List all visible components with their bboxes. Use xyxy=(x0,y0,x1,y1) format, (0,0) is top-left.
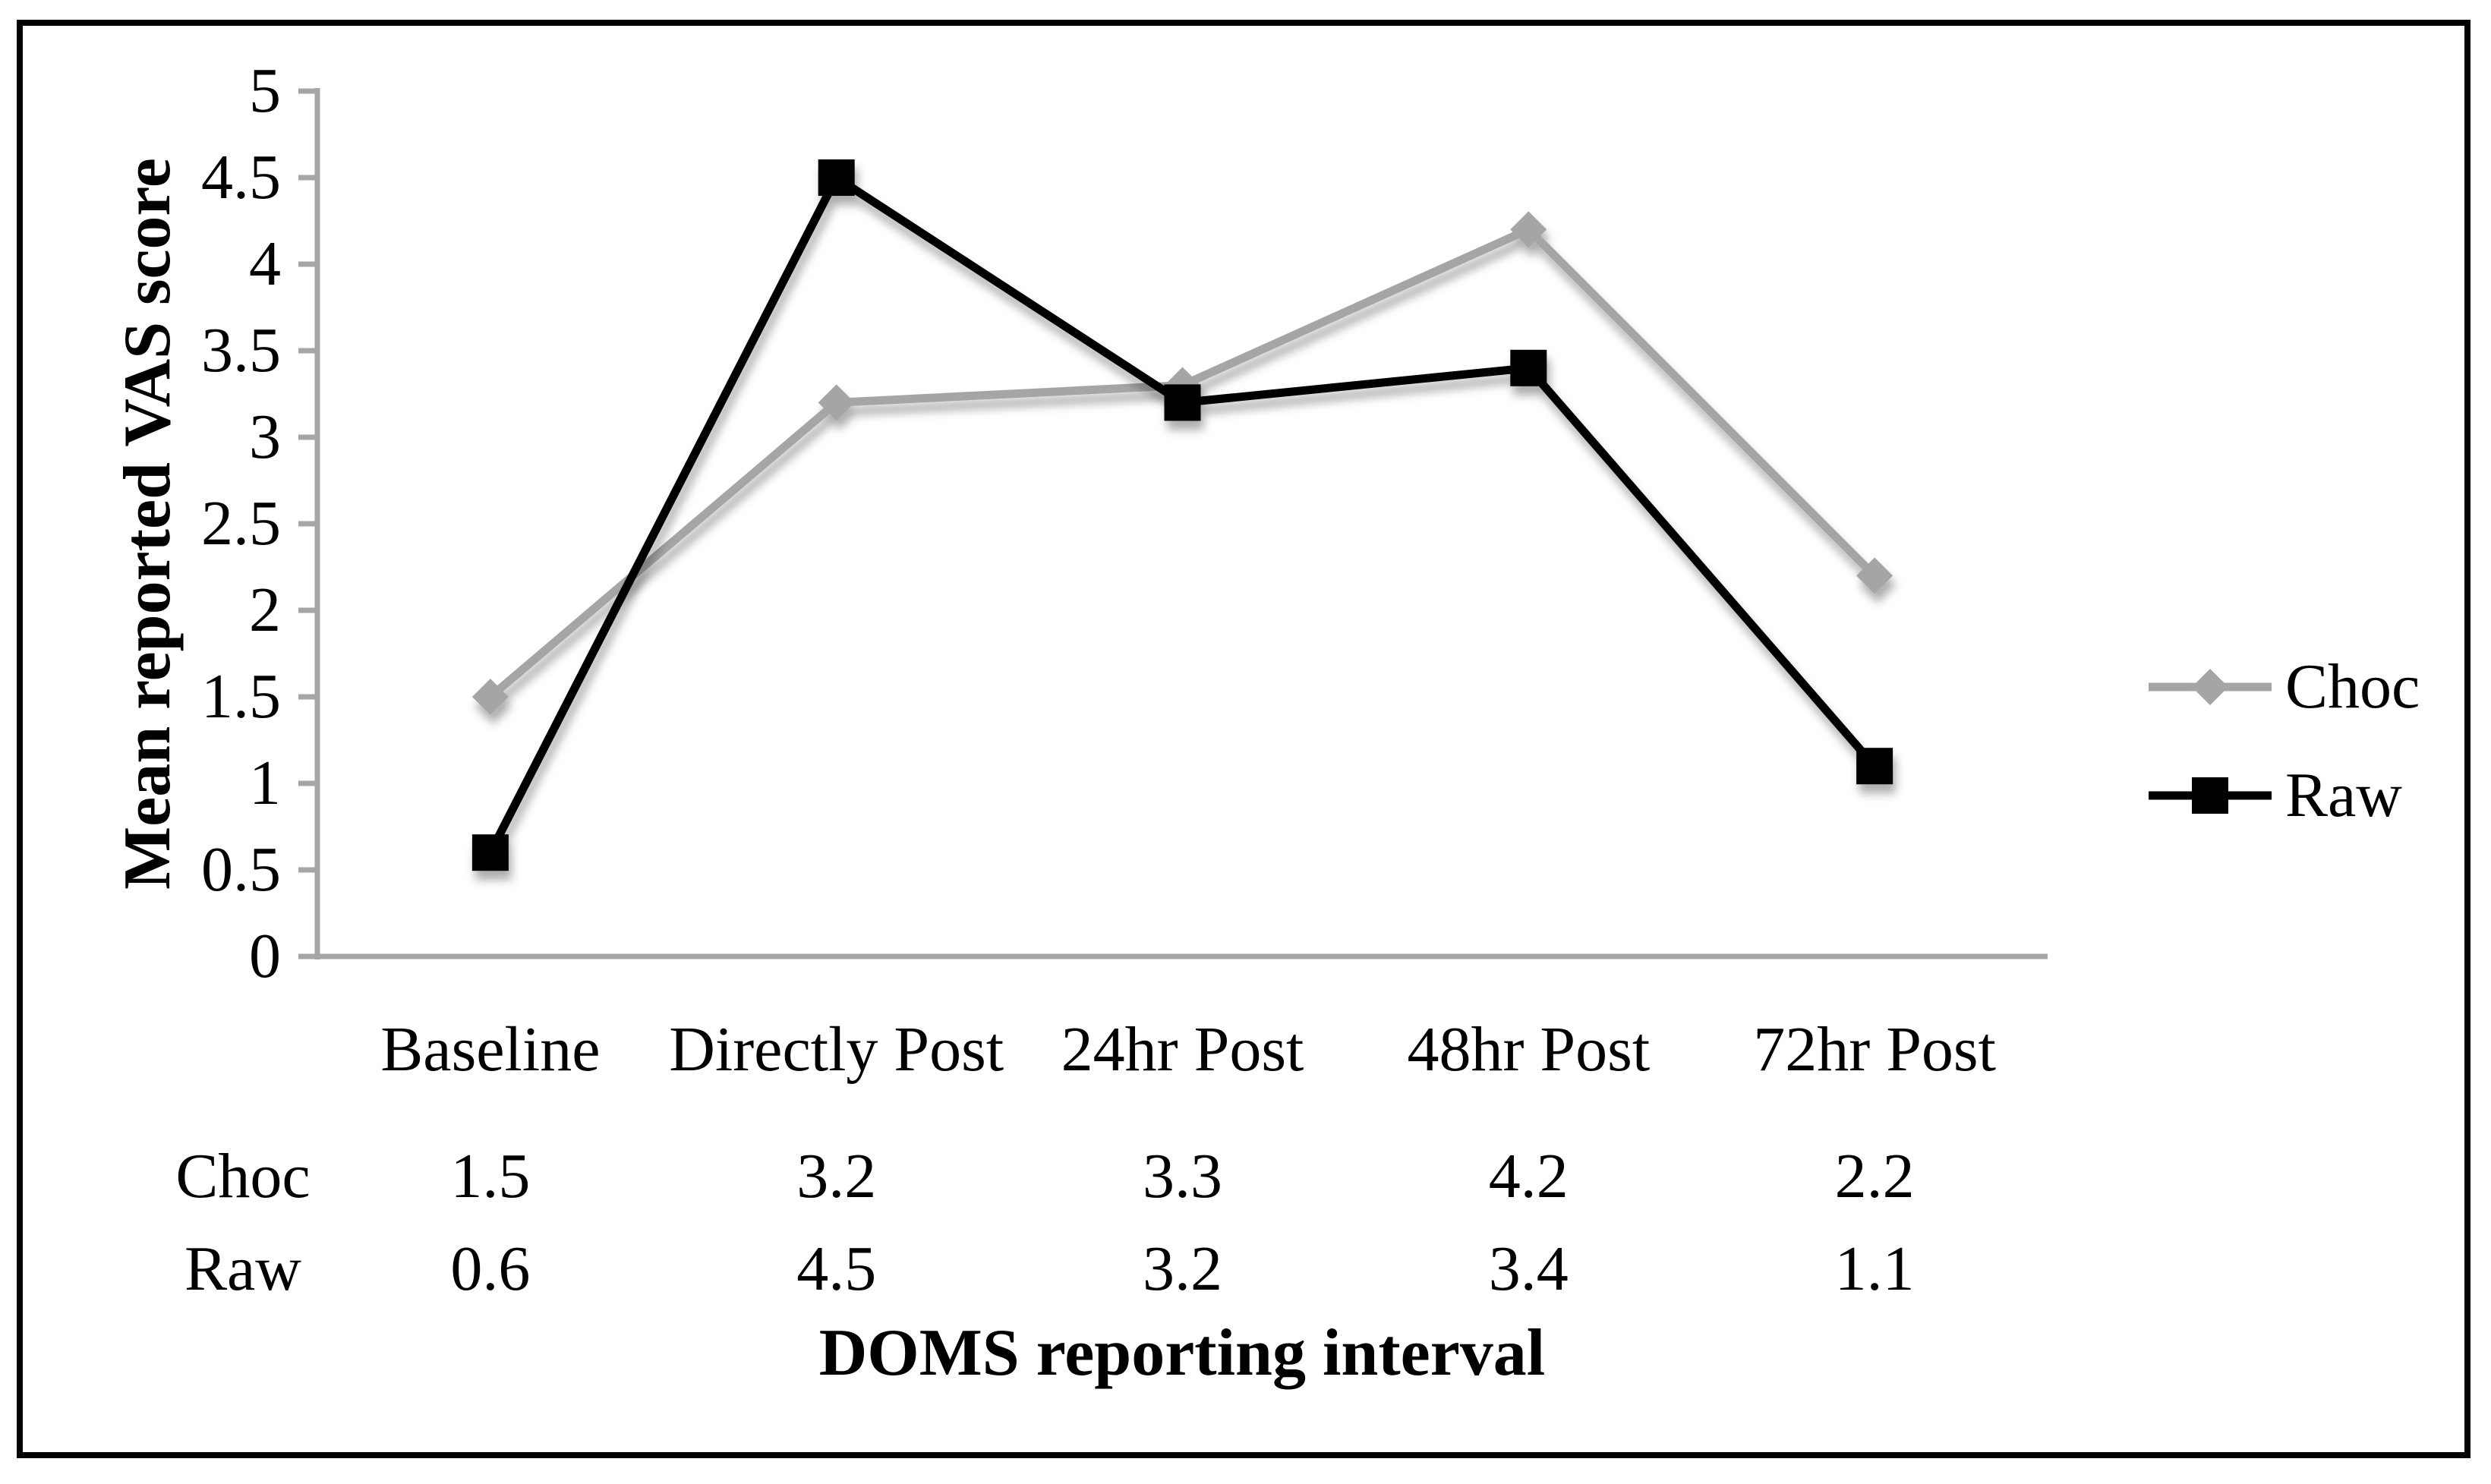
legend-label: Raw xyxy=(2285,760,2402,830)
data-point-square xyxy=(1164,384,1201,421)
x-category-label: 48hr Post xyxy=(1407,1013,1651,1085)
y-tick-label: 1.5 xyxy=(201,661,281,732)
y-tick-label: 3 xyxy=(249,402,281,472)
x-axis-title: DOMS reporting interval xyxy=(818,1316,1546,1390)
table-cell: 1.5 xyxy=(450,1141,531,1211)
data-point-square xyxy=(1856,748,1893,785)
series xyxy=(471,159,1893,871)
x-category-label: 72hr Post xyxy=(1753,1013,1996,1085)
table-cell: 1.1 xyxy=(1834,1234,1915,1304)
y-tick-label: 0 xyxy=(249,921,281,991)
table-cell: 4.2 xyxy=(1488,1141,1569,1211)
data-point-square xyxy=(1510,349,1547,386)
y-tick-label: 1 xyxy=(249,748,281,818)
y-tick-label: 5 xyxy=(249,55,281,126)
table-cell: 3.2 xyxy=(1143,1234,1222,1304)
series-raw xyxy=(471,159,1893,871)
legend-label: Choc xyxy=(2285,651,2420,722)
legend-marker-diamond xyxy=(2149,668,2272,706)
legend-diamond xyxy=(2191,668,2229,706)
table-cell: 2.2 xyxy=(1834,1141,1915,1211)
y-tick-label: 0.5 xyxy=(201,834,281,905)
table-cell: 3.4 xyxy=(1488,1234,1569,1304)
y-tick-label: 2.5 xyxy=(201,488,281,559)
data-point-square xyxy=(818,159,855,196)
x-category-label: 24hr Post xyxy=(1061,1013,1304,1085)
legend-item-choc: Choc xyxy=(2146,645,2420,729)
legend-item-raw: Raw xyxy=(2146,754,2402,837)
axes xyxy=(298,88,2048,959)
table-row-label: Raw xyxy=(184,1234,301,1304)
y-tick-label: 4 xyxy=(249,228,281,299)
table-cell: 0.6 xyxy=(450,1234,531,1304)
series-line-choc xyxy=(487,225,1878,701)
y-tick-label: 2 xyxy=(249,575,281,645)
data-point-diamond xyxy=(471,678,509,716)
x-category-label: Directly Post xyxy=(669,1013,1004,1085)
table-cell: 3.2 xyxy=(796,1141,877,1211)
table-row-label: Choc xyxy=(175,1141,311,1211)
table-cell: 3.3 xyxy=(1143,1141,1222,1211)
figure-border xyxy=(17,20,2471,1458)
x-category-label: Baseline xyxy=(380,1013,601,1085)
data-point-square xyxy=(471,834,509,871)
series-choc xyxy=(471,211,1893,716)
y-tick-label: 3.5 xyxy=(201,315,281,386)
legend-marker-square xyxy=(2149,777,2272,814)
table-cell: 4.5 xyxy=(796,1234,877,1304)
data-point-diamond xyxy=(1856,557,1893,594)
legend-square xyxy=(2192,777,2228,814)
y-tick-label: 4.5 xyxy=(201,142,281,213)
